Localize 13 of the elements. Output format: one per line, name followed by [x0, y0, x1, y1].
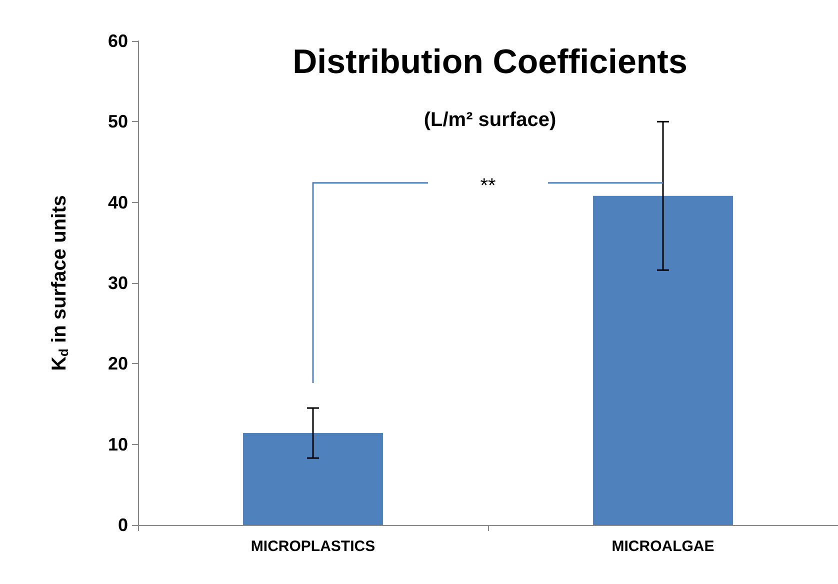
chart-title: Distribution Coefficients: [292, 43, 688, 81]
y-axis-title: Kd in surface units: [48, 195, 71, 371]
x-tick-label: MICROALGAE: [612, 538, 714, 555]
y-tick-label: 30: [108, 273, 128, 293]
y-tick-label: 10: [108, 434, 128, 454]
y-tick-label: 40: [108, 192, 128, 212]
annotation: **: [480, 174, 496, 198]
text: (L/m² surface): [424, 109, 556, 131]
x-tick-label: MICROPLASTICS: [250, 538, 376, 555]
y-tick-label: 50: [108, 112, 128, 132]
y-tick-label: 20: [108, 354, 128, 374]
y-tick-label: 60: [108, 31, 128, 51]
y-tick-label: 0: [118, 515, 128, 535]
